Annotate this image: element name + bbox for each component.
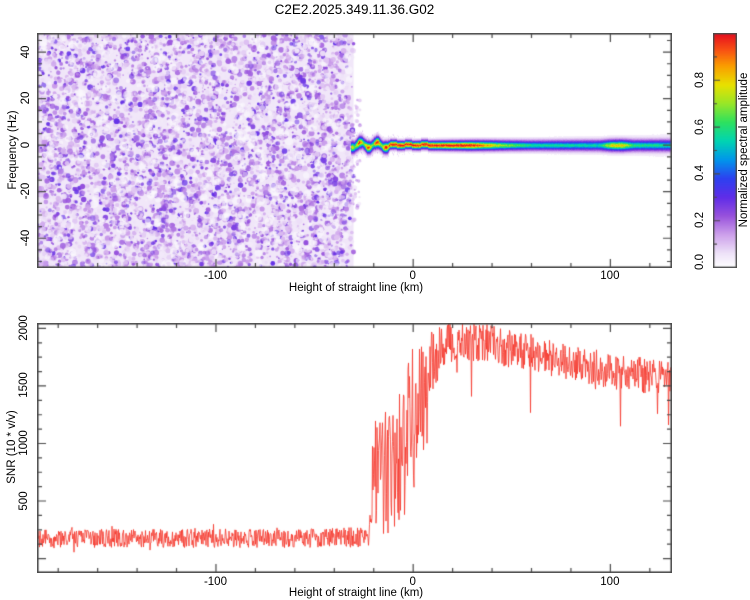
spectrogram-canvas [37,33,672,268]
y-tick-label: -20 [20,182,32,200]
y-tick-label: 1000 [18,430,30,456]
y-tick-label: 0.8 [694,71,706,88]
y-tick-label: 20 [20,91,32,105]
x-tick-label: -100 [203,270,227,282]
colorbar-label: Normalized spectral amplitude [738,72,750,228]
x-tick-label: 0 [409,576,416,588]
y-tick-label: 0 [20,141,32,148]
snr-canvas [37,323,672,573]
y-tick-label: 0.0 [694,254,706,270]
snr-y-axis-label: SNR (10 * v/v) [6,410,18,484]
x-tick-label: 100 [600,270,620,282]
spectrogram-y-axis-label: Frequency (Hz) [7,110,19,190]
y-tick-label: 40 [20,45,32,59]
x-tick-label: 100 [600,576,620,588]
y-tick-label: 2000 [18,315,30,341]
y-tick-label: 0.4 [694,165,706,182]
x-tick-label: 0 [409,270,416,282]
snr-x-axis-label: Height of straight line (km) [288,587,424,599]
y-tick-label: 500 [18,490,30,511]
y-tick-label: 1500 [18,372,30,399]
x-tick-label: -100 [203,576,227,588]
y-tick-label: -40 [20,229,32,247]
y-tick-label: 0.2 [694,212,706,229]
figure-title: C2E2.2025.349.11.36.G02 [274,2,435,17]
spectrogram-x-axis-label: Height of straight line (km) [288,282,424,294]
y-tick-label: 0.6 [694,118,706,135]
colorbar-canvas [713,33,737,268]
